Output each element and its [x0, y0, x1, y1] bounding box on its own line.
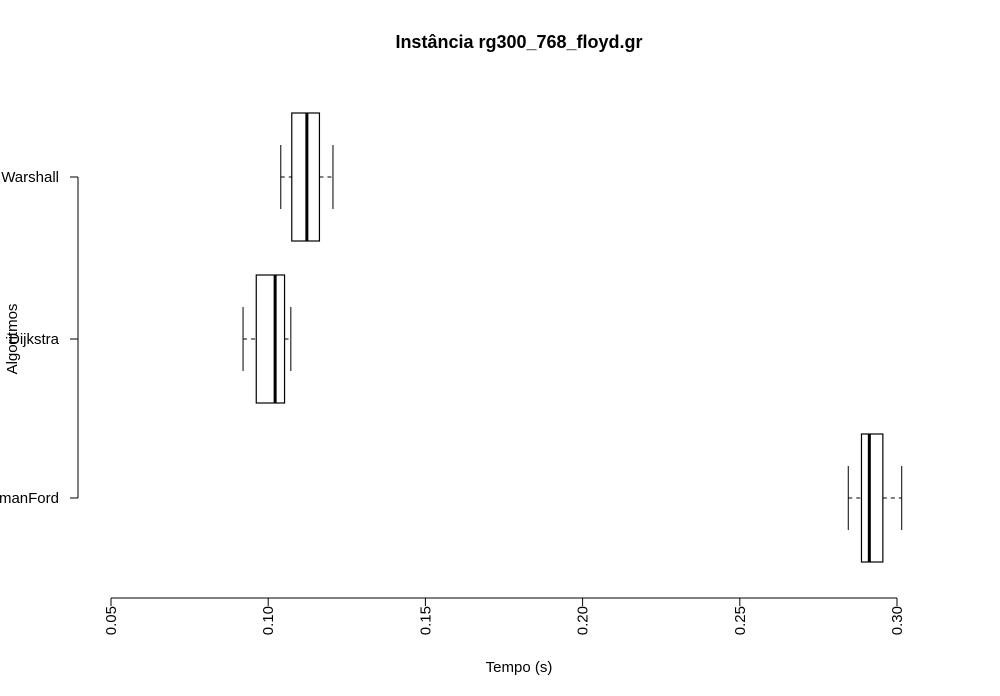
y-tick-label: manFord	[0, 490, 59, 507]
y-axis-ticks: Warshall Dijkstra manFord	[0, 169, 78, 507]
x-tick-label: 0.15	[417, 606, 434, 635]
x-axis-ticks: 0.05 0.10 0.15 0.20 0.25 0.30	[103, 598, 906, 635]
chart-title: Instância rg300_768_floyd.gr	[395, 32, 642, 52]
y-axis-label: Algoritmos	[4, 304, 21, 375]
x-tick-label: 0.30	[889, 606, 906, 635]
iqr-box	[860, 433, 884, 563]
y-tick-label: Dijkstra	[9, 331, 60, 348]
x-tick-label: 0.20	[575, 606, 592, 635]
x-axis-label: Tempo (s)	[486, 659, 553, 676]
box-bellmanford	[847, 433, 903, 563]
box-series	[242, 112, 903, 563]
x-tick-label: 0.05	[103, 606, 120, 635]
box-dijkstra	[242, 274, 292, 404]
x-tick-label: 0.10	[260, 606, 277, 635]
x-tick-label: 0.25	[732, 606, 749, 635]
box-floydwarshall	[280, 112, 334, 242]
y-tick-label: Warshall	[1, 169, 59, 186]
iqr-box	[255, 274, 286, 404]
